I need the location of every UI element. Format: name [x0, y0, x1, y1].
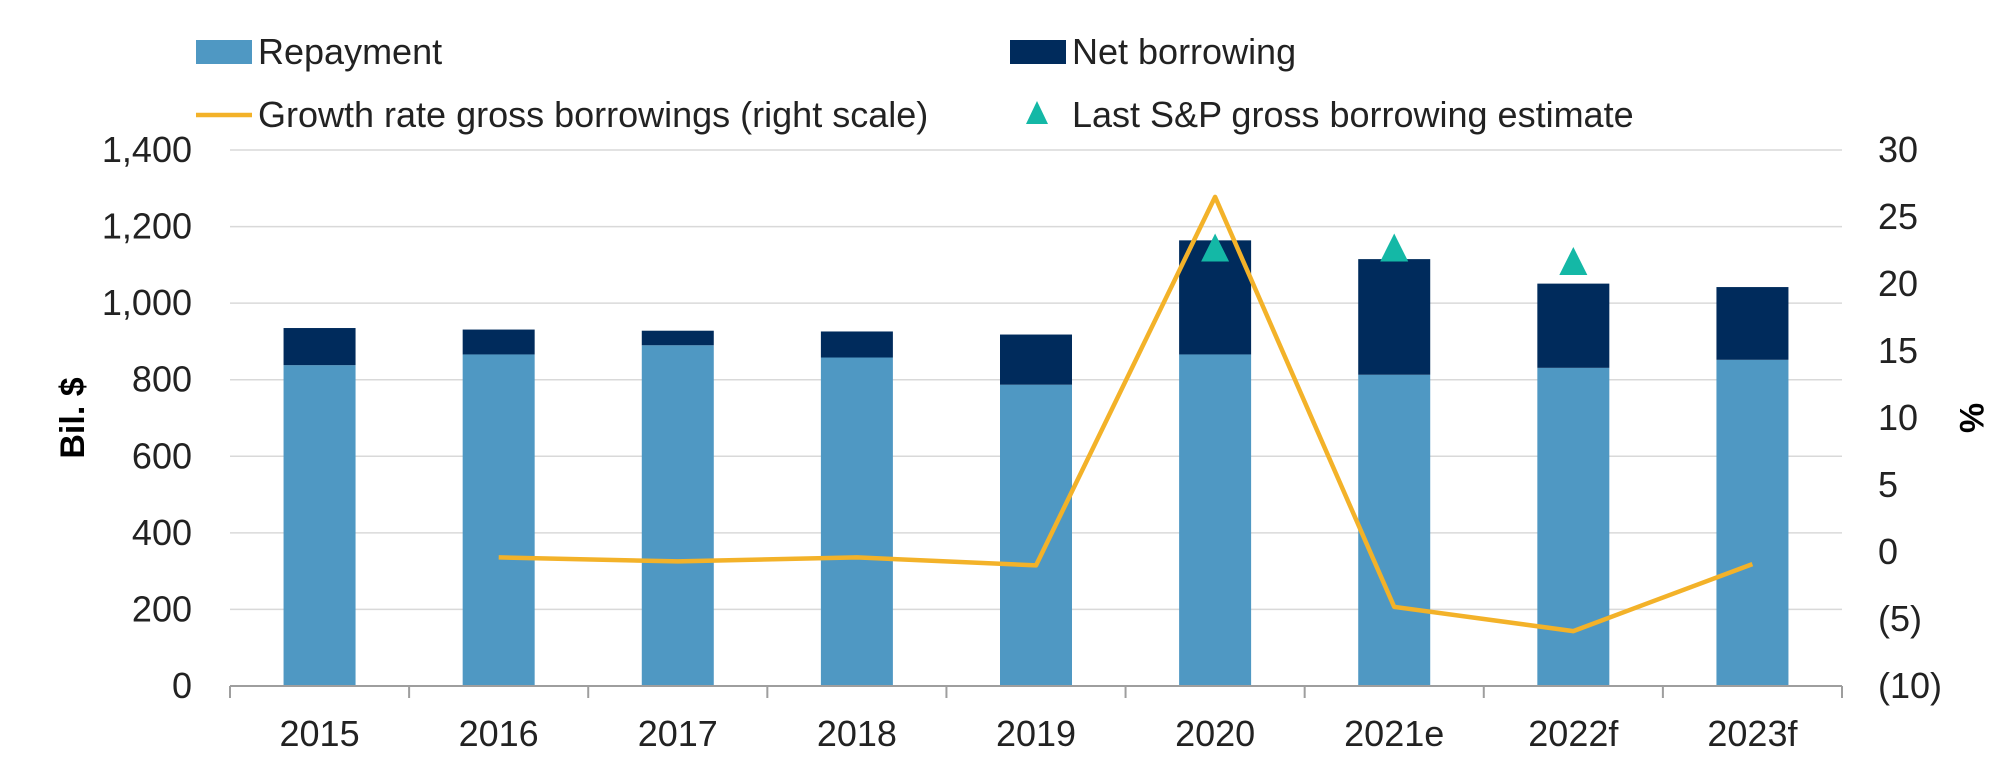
bar-repayment: [1537, 367, 1610, 686]
y2-tick-label: 5: [1878, 464, 1898, 505]
bar-repayment: [283, 365, 356, 686]
y-axis-title: Bil. $: [54, 377, 92, 458]
y-tick-label: 1,200: [102, 206, 192, 247]
x-tick-label: 2016: [459, 713, 539, 754]
y-tick-label: 0: [172, 665, 192, 706]
legend-label-growth-rate: Growth rate gross borrowings (right scal…: [258, 94, 928, 135]
y2-tick-label: 30: [1878, 129, 1918, 170]
y2-tick-label: 10: [1878, 397, 1918, 438]
x-tick-label: 2021e: [1344, 713, 1444, 754]
x-tick-label: 2023f: [1707, 713, 1798, 754]
bar-net-borrowing: [1716, 287, 1789, 360]
y2-tick-label: (10): [1878, 665, 1942, 706]
y2-tick-label: (5): [1878, 598, 1922, 639]
legend-triangle-icon: [1026, 101, 1048, 124]
bar-repayment: [1000, 384, 1072, 686]
y2-tick-label: 15: [1878, 330, 1918, 371]
x-tick-label: 2020: [1175, 713, 1255, 754]
estimate-triangle-marker: [1380, 233, 1409, 262]
bar-net-borrowing: [1358, 259, 1431, 375]
bar-net-borrowing: [641, 330, 714, 346]
y-tick-label: 800: [132, 359, 192, 400]
bar-repayment: [641, 345, 714, 686]
x-tick-label: 2022f: [1528, 713, 1619, 754]
bar-repayment: [462, 354, 535, 686]
legend-label-sp-estimate: Last S&P gross borrowing estimate: [1072, 94, 1634, 135]
bar-repayment: [820, 357, 893, 686]
estimate-triangle-marker: [1559, 246, 1588, 275]
legend-swatch-net-borrowing: [1010, 40, 1066, 64]
growth-rate-line: [498, 194, 1754, 634]
y2-tick-label: 0: [1878, 531, 1898, 572]
bar-net-borrowing: [1537, 283, 1610, 368]
legend-label-net-borrowing: Net borrowing: [1072, 31, 1296, 72]
x-tick-label: 2018: [817, 713, 897, 754]
bar-net-borrowing: [1000, 334, 1072, 385]
bar-repayment: [1358, 374, 1431, 686]
bar-net-borrowing: [283, 328, 356, 366]
x-tick-label: 2017: [638, 713, 718, 754]
y-tick-label: 600: [132, 435, 192, 476]
y-tick-label: 200: [132, 588, 192, 629]
y-tick-label: 400: [132, 512, 192, 553]
y2-axis-title: %: [1952, 403, 1990, 433]
bar-repayment: [1716, 359, 1789, 686]
y2-tick-label: 25: [1878, 196, 1918, 237]
x-tick-label: 2015: [280, 713, 360, 754]
bar-net-borrowing: [820, 331, 893, 358]
x-tick-label: 2019: [996, 713, 1076, 754]
estimate-triangle-marker: [1201, 233, 1230, 262]
y2-tick-label: 20: [1878, 263, 1918, 304]
y-tick-label: 1,000: [102, 282, 192, 323]
legend-label-repayment: Repayment: [258, 31, 442, 72]
legend-swatch-repayment: [196, 40, 252, 64]
bar-net-borrowing: [462, 329, 535, 355]
y-tick-label: 1,400: [102, 129, 192, 170]
bar-repayment: [1179, 354, 1252, 686]
